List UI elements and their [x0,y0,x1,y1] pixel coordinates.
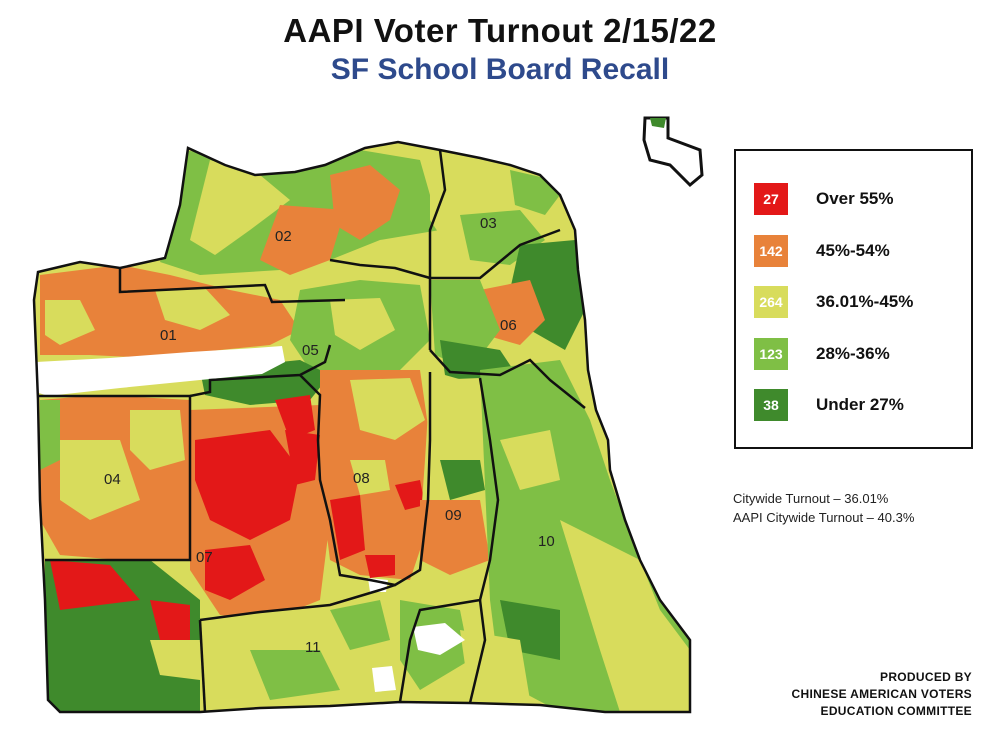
legend-row: 264 36.01%-45% [754,286,964,320]
turnout-stats: Citywide Turnout – 36.01% AAPI Citywide … [733,489,914,527]
legend-label: Under 27% [816,395,904,414]
district-label: 03 [480,215,497,232]
district-label: 09 [445,507,462,524]
legend-swatch-over-55: 27 [754,183,788,215]
credit-line: EDUCATION COMMITTEE [820,704,972,718]
district-label: 10 [538,533,555,550]
treasure-island [642,116,704,188]
district-label: 11 [305,639,321,656]
map-subtitle: SF School Board Recall [330,53,670,86]
turnout-regions [34,142,690,712]
district-label: 01 [160,327,177,344]
credit-line: PRODUCED BY [880,670,972,684]
district-boundaries [38,149,586,713]
legend-swatch-28-36: 123 [754,338,788,370]
legend-row: 123 28%-36% [754,338,964,372]
aapi-turnout: AAPI Citywide Turnout – 40.3% [733,510,915,525]
district-label: 07 [196,549,213,566]
map-title: AAPI Voter Turnout 2/15/22 [283,12,717,49]
credit: PRODUCED BY CHINESE AMERICAN VOTERS EDUC… [740,669,972,720]
legend-label: Over 55% [816,189,894,208]
legend-swatch-36-45: 264 [754,286,788,318]
citywide-turnout: Citywide Turnout – 36.01% [733,491,889,506]
legend-swatch-under-27: 38 [754,389,788,421]
district-label: 06 [500,317,517,334]
district-label: 05 [302,342,319,359]
legend-label: 36.01%-45% [816,292,914,311]
district-label: 08 [353,470,370,487]
city-outline [32,140,692,714]
legend-swatch-45-54: 142 [754,235,788,267]
legend-row: 142 45%-54% [754,235,964,269]
credit-line: CHINESE AMERICAN VOTERS [791,687,972,701]
district-labels: 01 02 03 04 05 06 07 08 09 10 11 [104,215,555,656]
legend-label: 45%-54% [816,241,890,260]
district-label: 02 [275,228,292,245]
legend: 27 Over 55% 142 45%-54% 264 36.01%-45% 1… [734,149,973,449]
legend-label: 28%-36% [816,344,890,363]
district-label: 04 [104,471,121,488]
legend-row: 38 Under 27% [754,389,964,423]
golden-gate-park [36,346,285,396]
legend-row: 27 Over 55% [754,183,964,217]
